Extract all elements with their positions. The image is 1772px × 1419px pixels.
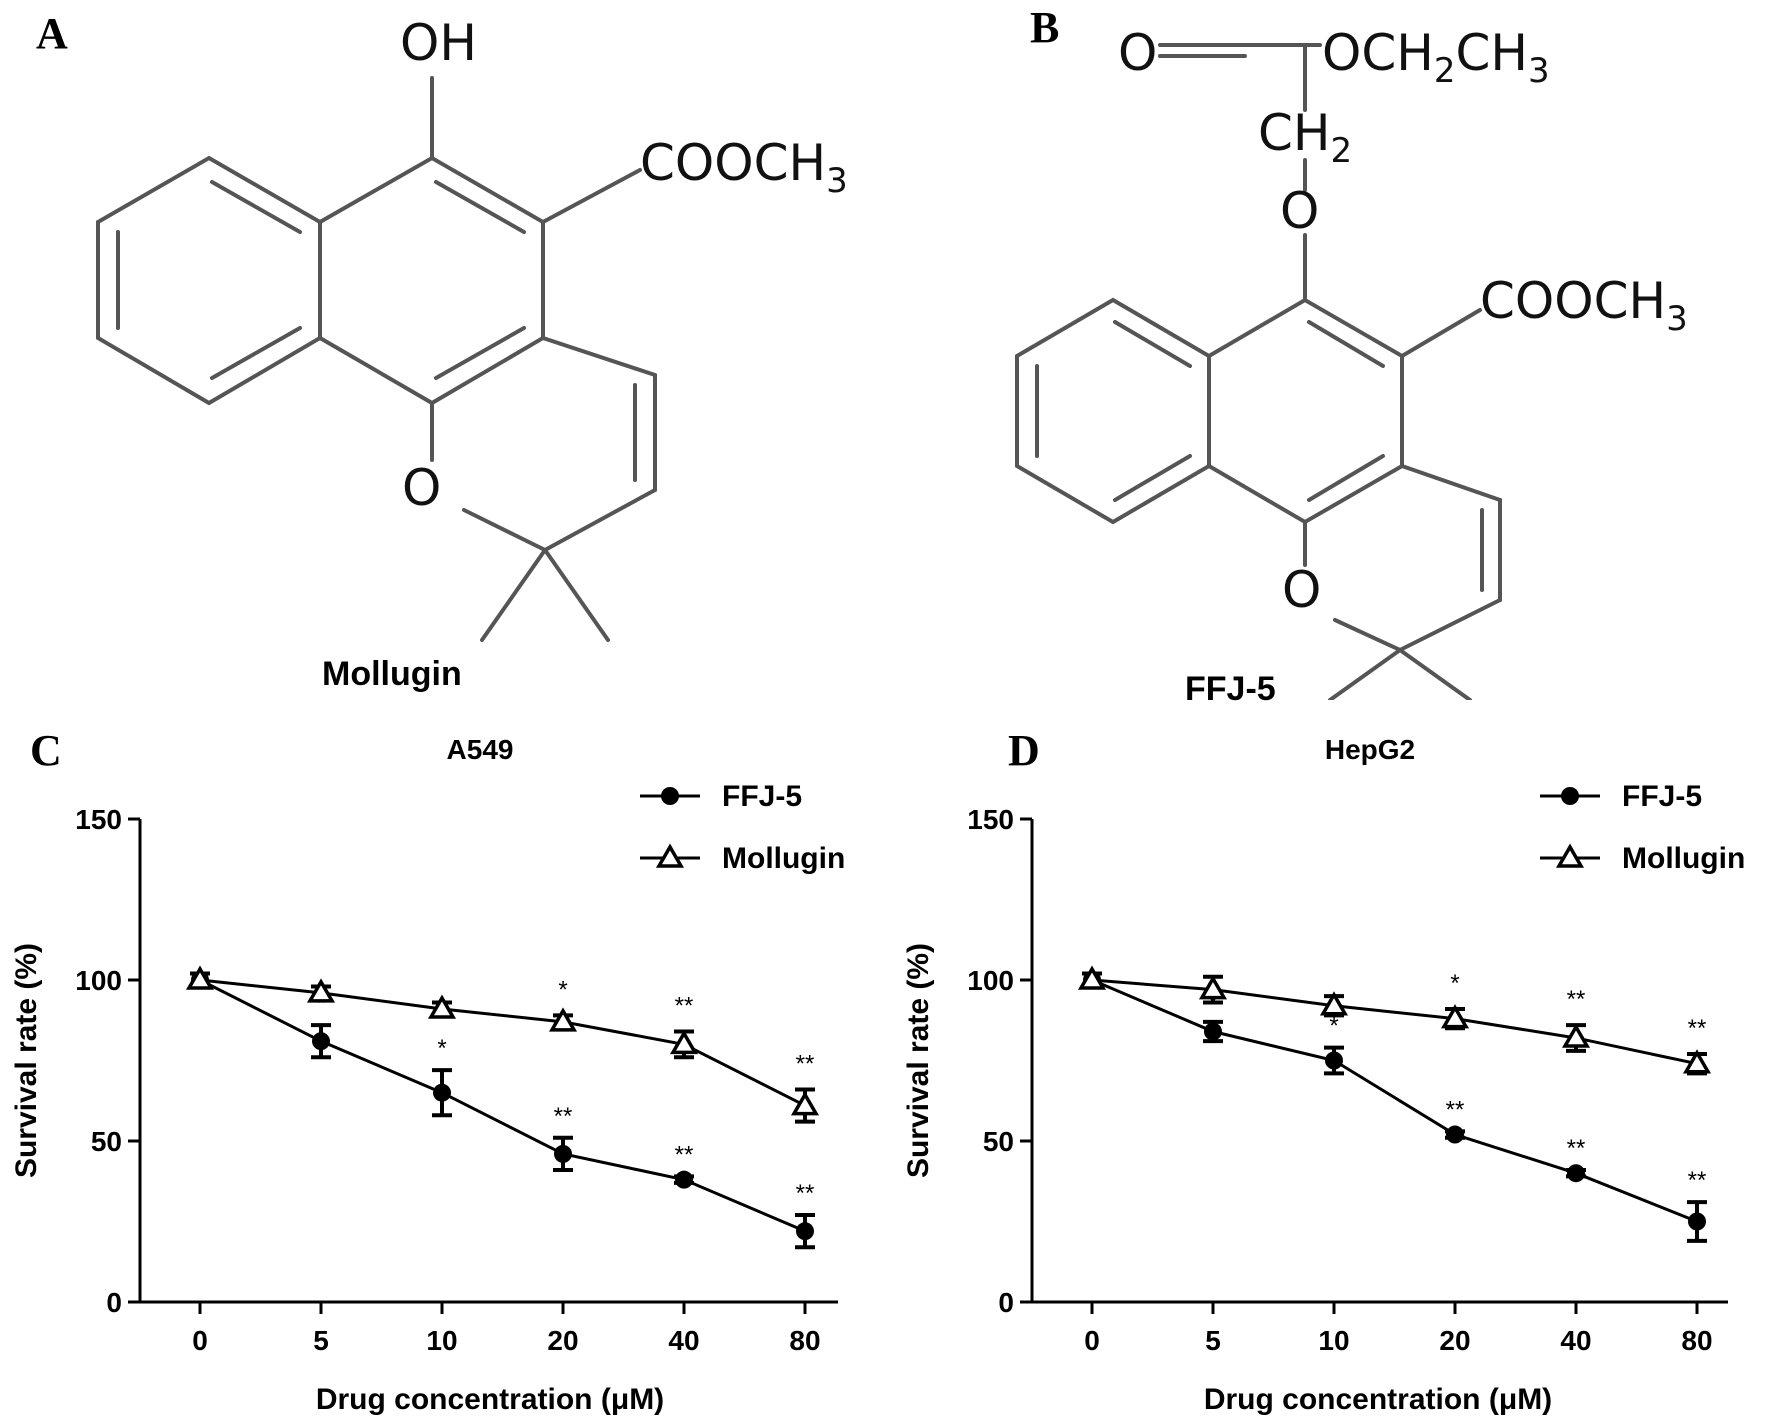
chart-hepg2: HepG2 0 50 100 150 0 5 10 20 40 80 Drug concentrati… bbox=[902, 734, 1745, 1416]
panel-letter-b: B bbox=[1030, 3, 1060, 52]
significance-marker: ** bbox=[1688, 1015, 1707, 1042]
data-point-mollugin bbox=[1440, 1004, 1470, 1029]
significance-marker: ** bbox=[675, 1141, 694, 1168]
data-point-mollugin bbox=[1198, 975, 1228, 1000]
significance-marker: ** bbox=[1446, 1096, 1465, 1123]
data-point-mollugin bbox=[306, 978, 336, 1003]
mollugin-name: Mollugin bbox=[322, 655, 462, 693]
mollugin-benzene-ring bbox=[96, 155, 322, 406]
x-axis-label: Drug concentration (μM) bbox=[1204, 1383, 1552, 1416]
x-tick-label: 80 bbox=[789, 1325, 820, 1356]
ffj5-benzene-ring bbox=[1015, 297, 1211, 525]
data-point-mollugin bbox=[185, 965, 215, 990]
x-tick-label: 40 bbox=[668, 1325, 699, 1356]
significance-marker: * bbox=[1450, 970, 1459, 997]
significance-marker: ** bbox=[1567, 1135, 1586, 1162]
data-point-ffj-5 bbox=[554, 1144, 572, 1163]
chart-title: HepG2 bbox=[1325, 734, 1415, 765]
significance-marker: * bbox=[558, 976, 567, 1003]
y-tick-label: 150 bbox=[75, 804, 122, 835]
x-tick-label: 80 bbox=[1681, 1325, 1712, 1356]
x-tick-label: 20 bbox=[1439, 1325, 1470, 1356]
x-tick-label: 0 bbox=[1084, 1325, 1100, 1356]
panel-letter-d: D bbox=[1008, 726, 1040, 775]
significance-marker: ** bbox=[1688, 1167, 1707, 1194]
significance-marker: * bbox=[437, 1035, 446, 1062]
data-point-ffj-5 bbox=[1325, 1051, 1343, 1070]
mollugin-structure: OH COOCH3 O bbox=[96, 14, 848, 642]
legend-marker-ffj-5 bbox=[1561, 787, 1579, 805]
y-axis-label: Survival rate (%) bbox=[902, 943, 935, 1178]
significance-marker: ** bbox=[675, 993, 694, 1020]
significance-marker: ** bbox=[796, 1050, 815, 1077]
y-tick-label: 50 bbox=[91, 1126, 122, 1157]
data-point-ffj-5 bbox=[1688, 1212, 1706, 1231]
ffj5-ring-o-label: O bbox=[1282, 561, 1321, 619]
ffj5-carbonyl-o-label: O bbox=[1118, 24, 1157, 82]
data-point-ffj-5 bbox=[1446, 1125, 1464, 1144]
data-point-mollugin bbox=[669, 1029, 699, 1055]
x-tick-label: 0 bbox=[192, 1325, 208, 1356]
significance-marker: * bbox=[316, 990, 325, 1017]
x-tick-label: 5 bbox=[1205, 1325, 1221, 1356]
x-tick-label: 40 bbox=[1560, 1325, 1591, 1356]
y-axis-label: Survival rate (%) bbox=[10, 943, 43, 1178]
data-point-ffj-5 bbox=[433, 1083, 451, 1102]
ffj5-name: FFJ-5 bbox=[1185, 670, 1276, 708]
mollugin-ester-label: COOCH3 bbox=[640, 134, 848, 201]
significance-marker: ** bbox=[796, 1180, 815, 1207]
x-tick-label: 5 bbox=[313, 1325, 329, 1356]
x-axis-label: Drug concentration (μM) bbox=[316, 1383, 664, 1416]
chart-title: A549 bbox=[447, 734, 514, 765]
data-point-ffj-5 bbox=[796, 1222, 814, 1241]
y-tick-label: 50 bbox=[983, 1126, 1014, 1157]
data-point-mollugin bbox=[1561, 1023, 1591, 1048]
y-tick-label: 100 bbox=[967, 965, 1014, 996]
data-point-mollugin bbox=[548, 1007, 578, 1032]
y-tick-label: 0 bbox=[106, 1287, 122, 1318]
ffj5-ester-label: COOCH3 bbox=[1480, 272, 1688, 339]
significance-marker: * bbox=[1329, 1013, 1338, 1040]
significance-marker: ** bbox=[1567, 986, 1586, 1013]
ffj5-structure: O OCH2CH3 CH2 O COOCH3 O bbox=[1015, 24, 1688, 700]
series-line-ffj-5 bbox=[199, 978, 806, 1233]
data-point-ffj-5 bbox=[675, 1170, 693, 1189]
data-point-mollugin bbox=[1682, 1049, 1712, 1074]
series-line-mollugin bbox=[199, 978, 806, 1107]
ffj5-ether-o-label: O bbox=[1280, 182, 1319, 240]
legend-label-ffj-5: FFJ-5 bbox=[722, 780, 802, 813]
x-tick-label: 10 bbox=[426, 1325, 457, 1356]
y-tick-label: 100 bbox=[75, 965, 122, 996]
mollugin-oh-label: OH bbox=[400, 14, 477, 72]
ffj5-ch2-label: CH2 bbox=[1258, 104, 1352, 171]
panel-letter-a: A bbox=[36, 9, 68, 58]
significance-marker: ** bbox=[554, 1103, 573, 1130]
legend-label-mollugin: Mollugin bbox=[722, 842, 845, 875]
data-point-ffj-5 bbox=[1204, 1022, 1222, 1041]
x-tick-label: 10 bbox=[1318, 1325, 1349, 1356]
mollugin-ring-o-label: O bbox=[402, 459, 441, 517]
data-point-mollugin bbox=[427, 994, 457, 1019]
legend-marker-mollugin bbox=[1555, 843, 1585, 868]
y-tick-label: 0 bbox=[998, 1287, 1014, 1318]
y-tick-label: 150 bbox=[967, 804, 1014, 835]
data-point-mollugin bbox=[1319, 991, 1349, 1016]
series-line-mollugin bbox=[1091, 978, 1698, 1066]
ffj5-ethoxy-label: OCH2CH3 bbox=[1322, 24, 1550, 91]
panel-letter-c: C bbox=[30, 726, 62, 775]
data-point-mollugin bbox=[1077, 965, 1107, 990]
data-point-mollugin bbox=[790, 1091, 820, 1116]
legend-label-ffj-5: FFJ-5 bbox=[1622, 780, 1702, 813]
x-tick-label: 20 bbox=[547, 1325, 578, 1356]
legend-marker-mollugin bbox=[655, 843, 685, 868]
mollugin-middle-ring bbox=[318, 155, 545, 406]
legend-marker-ffj-5 bbox=[661, 787, 679, 805]
data-point-ffj-5 bbox=[312, 1032, 330, 1051]
series-line-ffj-5 bbox=[1091, 978, 1698, 1223]
data-point-ffj-5 bbox=[1567, 1164, 1585, 1183]
legend-label-mollugin: Mollugin bbox=[1622, 842, 1745, 875]
chart-a549: A549 0 50 100 150 0 5 10 20 40 80 Drug concentratio… bbox=[10, 734, 845, 1416]
